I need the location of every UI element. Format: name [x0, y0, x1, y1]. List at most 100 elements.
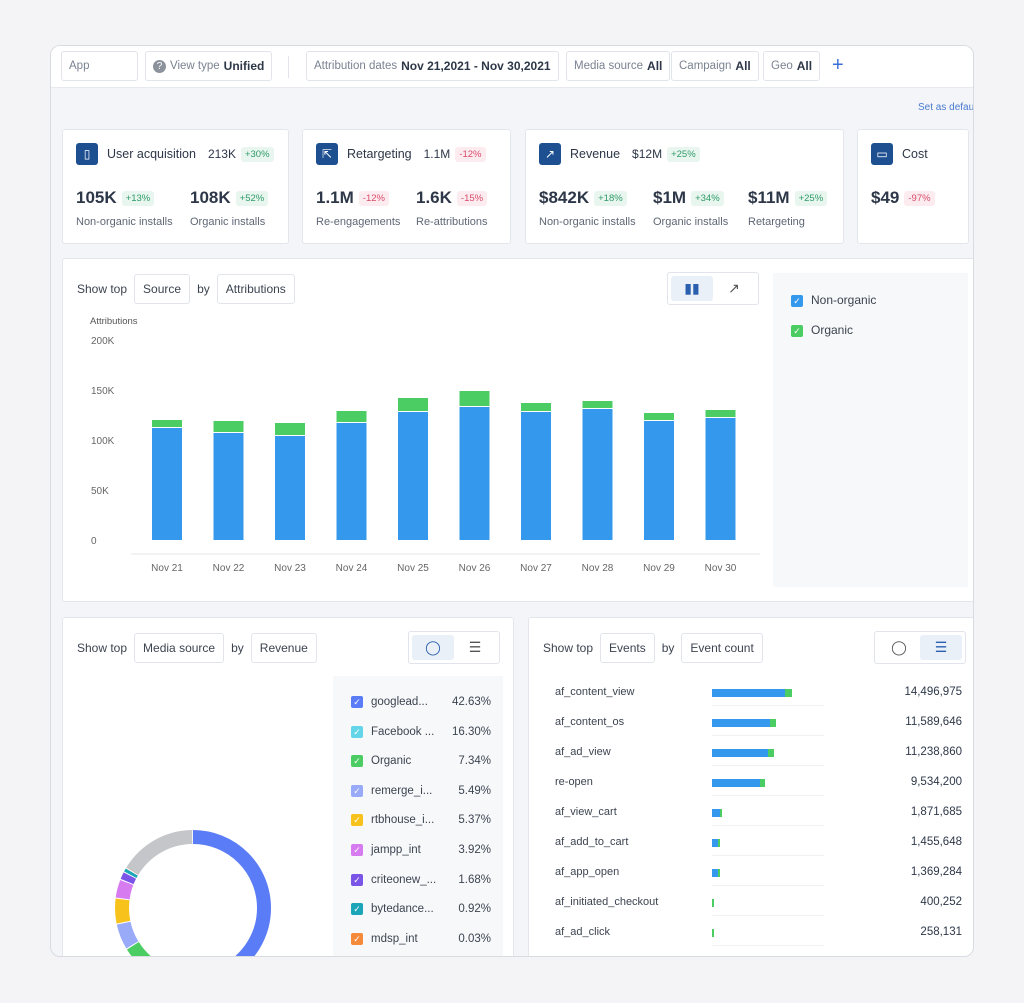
dates-label: Attribution dates — [314, 60, 398, 72]
view-type-filter[interactable]: ? View type Unified — [145, 51, 273, 81]
dimension-dropdown[interactable]: Source — [134, 274, 191, 304]
kpi-user-acquisition[interactable]: ▯ User acquisition 213K +30% 105K +13% Non-o… — [62, 129, 289, 244]
media-source-legend: ✓ googlead... 42.63% ✓ Facebook ... 16.30% ✓ Or… — [333, 676, 503, 956]
event-count: 258,131 — [920, 926, 962, 938]
bar-non-organic — [712, 779, 760, 787]
delta-badge: -97% — [904, 191, 935, 207]
bar-organic[interactable] — [705, 410, 736, 417]
legend-percent: 0.92% — [458, 903, 491, 916]
bar-non-organic[interactable] — [459, 407, 490, 540]
bar-organic[interactable] — [275, 423, 305, 435]
phone-icon: ▯ — [76, 143, 98, 165]
legend-item[interactable]: ✓ criteonew_... 1.68% — [351, 873, 491, 886]
campaign-filter[interactable]: Campaign All — [671, 51, 759, 81]
checkbox-checked-icon[interactable]: ✓ — [791, 294, 803, 307]
sort-bars-icon[interactable]: ☰ — [920, 635, 962, 660]
bar-chart-icon[interactable]: ▮▮ — [671, 276, 713, 301]
bar-organic[interactable] — [459, 391, 490, 406]
sort-bars-icon[interactable]: ☰ — [468, 639, 482, 655]
app-filter[interactable]: App — [61, 51, 138, 81]
legend-item[interactable]: ✓ remerge_i... 5.49% — [351, 784, 491, 797]
checkbox-checked-icon[interactable]: ✓ — [351, 932, 363, 945]
bar-organic[interactable] — [644, 413, 674, 420]
row-divider — [712, 825, 824, 826]
metric-dropdown[interactable]: Event count — [681, 633, 763, 663]
legend-item[interactable]: ✓ jampp_int 3.92% — [351, 844, 491, 856]
event-name: af_app_open — [555, 866, 620, 878]
checkbox-checked-icon[interactable]: ✓ — [351, 873, 363, 886]
media-source-filter[interactable]: Media source All — [566, 51, 671, 81]
event-bar — [712, 809, 723, 817]
checkbox-checked-icon[interactable]: ✓ — [351, 725, 363, 738]
chart-type-toggle: ◯ ☰ — [874, 631, 966, 664]
bar-non-organic[interactable] — [275, 436, 305, 540]
legend-non-organic[interactable]: ✓ Non-organic — [791, 293, 876, 307]
delta-badge: +30% — [240, 147, 274, 163]
metric-value: 1.6K — [416, 188, 452, 207]
checkbox-checked-icon[interactable]: ✓ — [351, 903, 363, 916]
set-as-default-link[interactable]: Set as default — [918, 102, 974, 113]
add-filter-button[interactable]: + — [832, 54, 844, 76]
legend-label: mdsp_int — [371, 932, 418, 945]
metric-dropdown[interactable]: Attributions — [216, 274, 295, 304]
bar-non-organic[interactable] — [336, 423, 367, 540]
attribution-dates-filter[interactable]: Attribution dates Nov 21,2021 - Nov 30,20… — [306, 51, 559, 81]
y-tick-label: 150K — [91, 386, 115, 397]
donut-chart — [115, 830, 271, 957]
bar-non-organic[interactable] — [521, 412, 551, 540]
donut-segment[interactable] — [115, 830, 271, 957]
metric-dropdown[interactable]: Revenue — [250, 633, 317, 663]
legend-item[interactable]: ✓ Organic 7.34% — [351, 755, 491, 767]
legend-item[interactable]: ✓ mdsp_int 0.03% — [351, 932, 491, 945]
row-divider — [712, 765, 824, 766]
bar-non-organic[interactable] — [705, 418, 736, 540]
dimension-dropdown[interactable]: Media source — [134, 633, 225, 663]
legend-label: Facebook ... — [371, 725, 435, 738]
line-chart-icon[interactable]: ↗ — [728, 280, 740, 296]
delta-badge: +25% — [794, 191, 828, 207]
bar-organic — [718, 839, 721, 847]
checkbox-checked-icon[interactable]: ✓ — [791, 324, 803, 337]
dimension-dropdown[interactable]: Events — [600, 633, 655, 663]
bar-organic[interactable] — [398, 398, 428, 411]
checkbox-checked-icon[interactable]: ✓ — [351, 755, 363, 768]
bar-organic[interactable] — [213, 421, 244, 432]
legend-percent: 42.63% — [451, 696, 491, 708]
chart-type-toggle: ◯ ☰ — [408, 631, 500, 664]
by-label: by — [197, 282, 210, 296]
legend-label: googlead... — [371, 696, 428, 709]
geo-filter[interactable]: Geo All — [763, 51, 821, 81]
legend-item[interactable]: ✓ Facebook ... 16.30% — [351, 725, 491, 738]
x-tick-label: Nov 23 — [274, 563, 306, 574]
bar-organic[interactable] — [336, 411, 367, 422]
bar-organic[interactable] — [152, 420, 182, 427]
x-tick-label: Nov 30 — [705, 563, 737, 574]
checkbox-checked-icon[interactable]: ✓ — [351, 844, 363, 856]
bar-organic[interactable] — [521, 403, 551, 411]
legend-item[interactable]: ✓ rtbhouse_i... 5.37% — [351, 814, 491, 826]
bar-non-organic[interactable] — [398, 412, 428, 540]
legend-item[interactable]: ✓ bytedance... 0.92% — [351, 903, 491, 915]
checkbox-checked-icon[interactable]: ✓ — [351, 814, 363, 827]
metric-label: Re-engagements — [316, 216, 401, 228]
donut-chart-icon[interactable]: ◯ — [891, 639, 907, 655]
kpi-cost[interactable]: ▭ Cost $49 -97% — [857, 129, 969, 244]
bar-non-organic[interactable] — [213, 433, 244, 540]
bar-non-organic[interactable] — [582, 409, 613, 540]
kpi-retargeting[interactable]: ⇱ Retargeting 1.1M -12% 1.1M -12% Re-engagem… — [302, 129, 511, 244]
row-divider — [712, 855, 824, 856]
kpi-total: 213K — [207, 147, 236, 161]
checkbox-checked-icon[interactable]: ✓ — [351, 696, 363, 708]
legend-organic[interactable]: ✓ Organic — [791, 323, 853, 337]
donut-chart-icon[interactable]: ◯ — [412, 635, 454, 660]
metric-label: Organic installs — [653, 216, 729, 228]
view-type-value: Unified — [223, 59, 265, 73]
bar-non-organic[interactable] — [152, 428, 182, 540]
bar-organic[interactable] — [582, 401, 613, 408]
donut-segment[interactable] — [115, 830, 271, 957]
checkbox-checked-icon[interactable]: ✓ — [351, 784, 363, 797]
bar-non-organic[interactable] — [644, 421, 674, 540]
events-card: Show top Events by Event count ◯ ☰ af_co… — [528, 617, 973, 956]
legend-item[interactable]: ✓ googlead... 42.63% — [351, 696, 491, 708]
kpi-revenue[interactable]: ↗ Revenue $12M +25% $842K +18% Non-organic i… — [525, 129, 844, 244]
